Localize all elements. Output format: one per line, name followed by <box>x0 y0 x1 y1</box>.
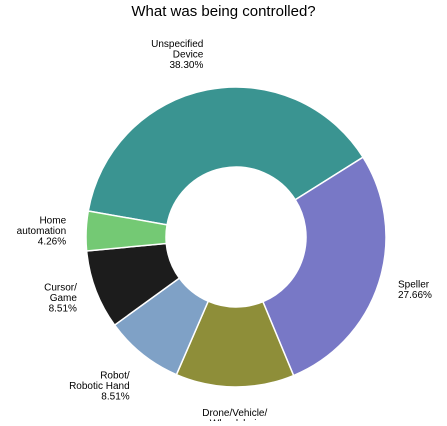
slice-category-label: Speller <box>398 279 430 290</box>
donut-slice <box>261 156 387 377</box>
slice-category-label: Home <box>39 216 66 227</box>
slice-percent-label: 8.51% <box>49 303 77 314</box>
slice-category-label: Game <box>50 293 78 304</box>
slice-category-label: Drone/Vehicle/ <box>202 408 267 419</box>
slices-group <box>85 86 387 388</box>
slice-percent-label: 4.26% <box>38 237 66 248</box>
slice-category-label: Cursor/ <box>44 282 77 293</box>
slice-label: Robot/Robotic Hand 8.51% <box>69 371 130 403</box>
labels-group: Unspecified Device 38.30% Speller 27.66% Dron… <box>17 39 432 426</box>
chart-title: What was being controlled? <box>131 3 315 20</box>
slice-percent-label: 27.66% <box>398 290 432 301</box>
donut-slice <box>87 86 365 226</box>
slice-category-label: Device <box>173 50 204 61</box>
slice-category-label: Robotic Hand <box>69 381 130 392</box>
slice-label: Home automation 4.26% <box>17 216 67 248</box>
slice-percent-label: 8.51% <box>101 392 129 403</box>
slice-percent-label: 38.30% <box>169 60 203 71</box>
slice-category-label: Unspecified <box>151 39 203 50</box>
slice-category-label: automation <box>17 226 66 237</box>
slice-label: Speller 27.66% <box>398 279 432 301</box>
slice-label: Drone/Vehicle/Wheelchair12.77% <box>202 408 267 421</box>
donut-slice <box>85 210 168 252</box>
slice-label: Cursor/Game 8.51% <box>44 282 77 314</box>
slice-label: Unspecified Device 38.30% <box>151 39 204 71</box>
slice-category-label: Robot/ <box>100 371 130 382</box>
